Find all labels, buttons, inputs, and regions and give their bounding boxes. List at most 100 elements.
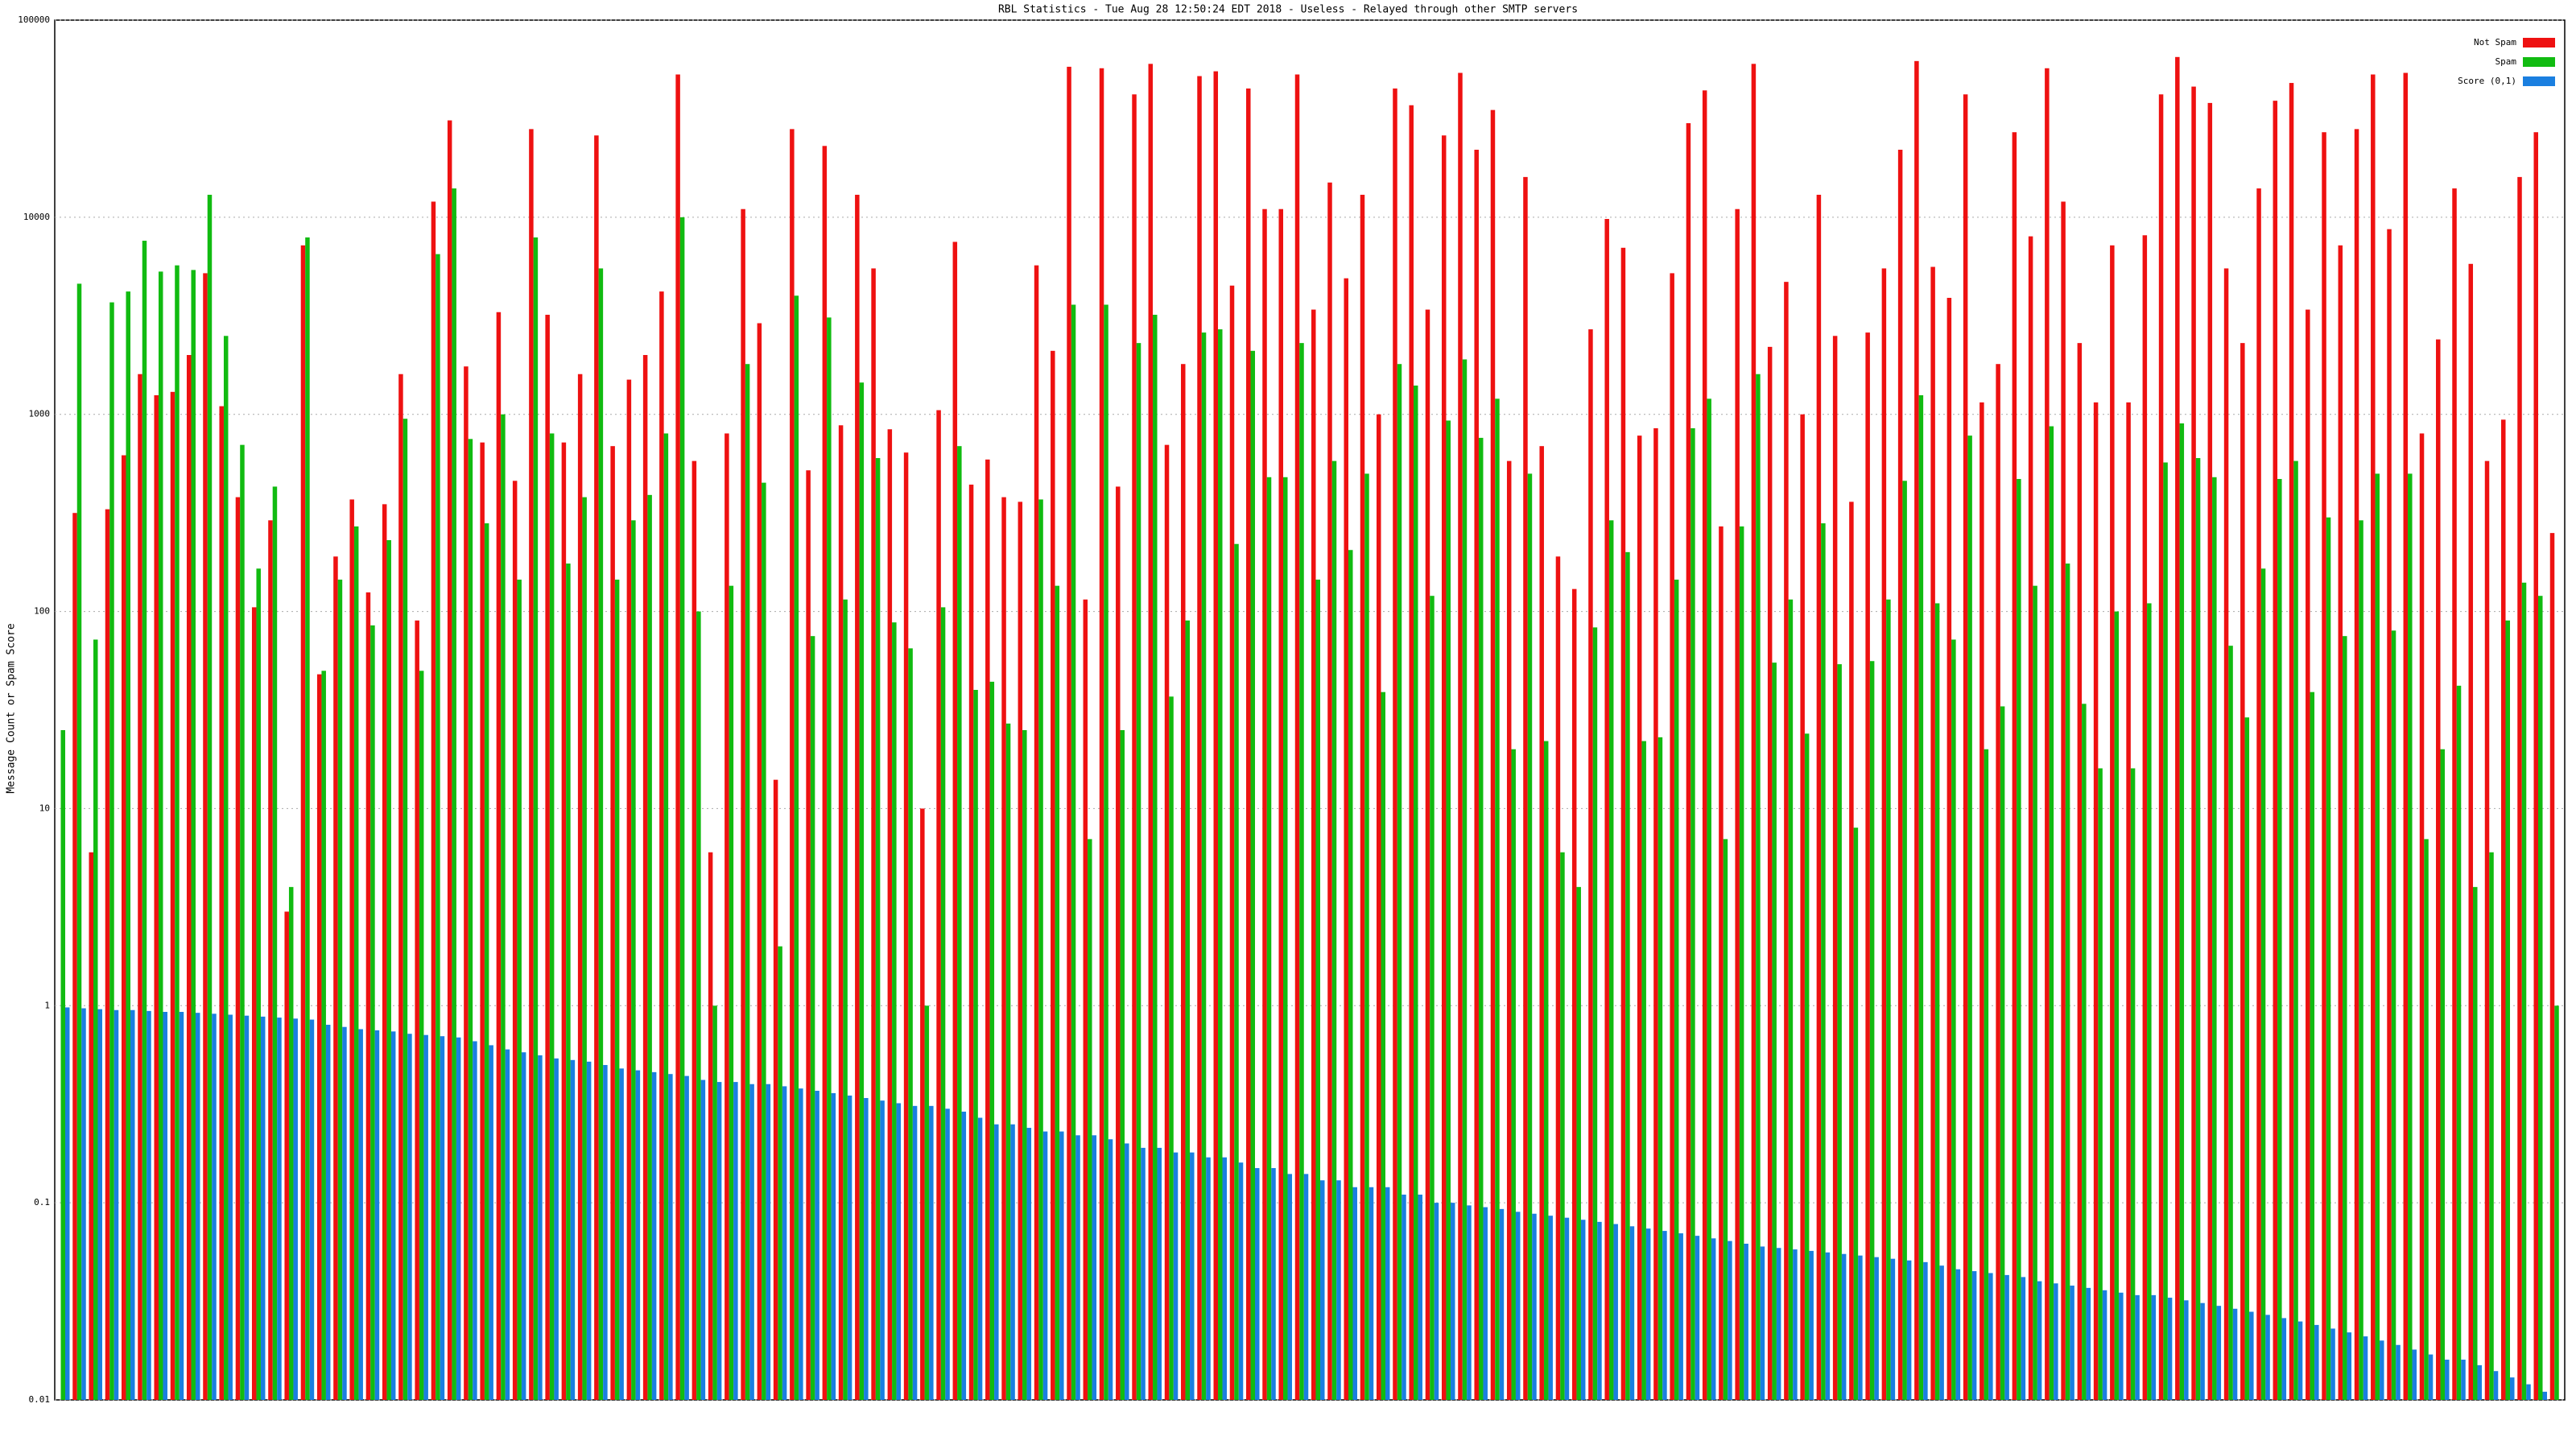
bar bbox=[2086, 1287, 2091, 1400]
bar bbox=[1527, 473, 1533, 1401]
bar bbox=[668, 1074, 673, 1400]
bar bbox=[1075, 1135, 1080, 1400]
bar bbox=[1169, 696, 1174, 1400]
bar bbox=[309, 1019, 315, 1400]
bar bbox=[2021, 1277, 2026, 1400]
bar bbox=[512, 481, 518, 1400]
bar bbox=[2184, 1300, 2189, 1400]
bar bbox=[708, 852, 713, 1400]
bar bbox=[2049, 426, 2054, 1400]
bar bbox=[1821, 523, 1826, 1401]
bar bbox=[2098, 768, 2103, 1400]
bar bbox=[1625, 551, 1630, 1400]
bar bbox=[1841, 1253, 1847, 1400]
bar bbox=[1539, 446, 1544, 1400]
bar bbox=[790, 129, 795, 1400]
bar bbox=[2045, 68, 2050, 1401]
bar bbox=[235, 497, 241, 1400]
bar bbox=[1914, 60, 1919, 1401]
bar bbox=[130, 1009, 135, 1400]
bar bbox=[1315, 580, 1320, 1400]
bar bbox=[1246, 88, 1251, 1401]
bar bbox=[1250, 350, 1256, 1400]
bar bbox=[163, 1012, 167, 1400]
bar bbox=[2158, 94, 2164, 1400]
bar bbox=[2082, 704, 2087, 1400]
bar bbox=[875, 458, 881, 1400]
bar bbox=[1413, 385, 1418, 1400]
bar bbox=[782, 1086, 787, 1400]
bar bbox=[2412, 1349, 2417, 1400]
bar bbox=[464, 366, 469, 1400]
bar bbox=[89, 852, 93, 1400]
bar bbox=[219, 406, 224, 1400]
bar bbox=[2326, 517, 2331, 1400]
bar bbox=[1760, 1246, 1765, 1400]
bar bbox=[1629, 1226, 1635, 1400]
bar bbox=[1434, 1203, 1439, 1400]
bar bbox=[1702, 90, 1707, 1400]
bar bbox=[1613, 1224, 1618, 1400]
bar bbox=[1462, 359, 1468, 1400]
bar bbox=[994, 1124, 999, 1400]
bar bbox=[1645, 1228, 1651, 1400]
bar bbox=[1271, 1168, 1276, 1400]
bar bbox=[179, 1012, 184, 1400]
bar bbox=[1490, 109, 1496, 1401]
bar bbox=[961, 1111, 967, 1400]
bar bbox=[712, 1005, 717, 1400]
bar bbox=[651, 1071, 657, 1400]
bar bbox=[277, 1018, 282, 1400]
bar bbox=[2314, 1324, 2319, 1400]
bar bbox=[1364, 473, 1369, 1401]
bar bbox=[1832, 336, 1838, 1400]
bar bbox=[228, 1014, 233, 1400]
bar bbox=[1331, 460, 1337, 1400]
bar bbox=[2061, 201, 2066, 1401]
bar bbox=[407, 1034, 412, 1400]
y-tick-label: 1000 bbox=[29, 409, 51, 419]
bar bbox=[2375, 473, 2380, 1401]
bar bbox=[170, 391, 175, 1400]
bar bbox=[2387, 229, 2392, 1401]
bar bbox=[1858, 1255, 1863, 1400]
bar bbox=[2542, 1391, 2548, 1400]
bar bbox=[896, 1103, 902, 1400]
bar bbox=[1222, 1157, 1228, 1400]
bar bbox=[1218, 329, 1223, 1400]
bar bbox=[2549, 533, 2555, 1400]
bar bbox=[2028, 236, 2033, 1401]
bar bbox=[517, 580, 522, 1400]
bar bbox=[2249, 1311, 2254, 1400]
bar bbox=[1988, 1273, 1993, 1400]
bar bbox=[1657, 737, 1663, 1400]
bar bbox=[2151, 1294, 2157, 1400]
bar bbox=[733, 1082, 738, 1400]
bar bbox=[1425, 309, 1430, 1400]
bar bbox=[936, 410, 941, 1401]
bar bbox=[1446, 420, 1451, 1401]
bar bbox=[2000, 706, 2005, 1400]
bar bbox=[1728, 1241, 1732, 1400]
bar bbox=[1723, 839, 1728, 1400]
bar bbox=[2167, 1298, 2173, 1400]
bar bbox=[1157, 1147, 1162, 1400]
bar bbox=[1951, 639, 1956, 1400]
bar bbox=[1690, 427, 1695, 1400]
bar bbox=[1662, 1231, 1667, 1400]
bar bbox=[538, 1055, 543, 1400]
bar bbox=[880, 1100, 885, 1400]
y-tick-label: 10000 bbox=[23, 212, 50, 222]
bar bbox=[2281, 1318, 2287, 1400]
bar bbox=[1311, 309, 1316, 1400]
bar bbox=[838, 425, 844, 1400]
bar bbox=[489, 1045, 493, 1400]
bar bbox=[2163, 462, 2168, 1401]
bar bbox=[968, 485, 974, 1400]
bar bbox=[93, 639, 98, 1400]
bar bbox=[1711, 1238, 1716, 1400]
bar bbox=[114, 1009, 119, 1400]
bar bbox=[1756, 374, 1761, 1401]
